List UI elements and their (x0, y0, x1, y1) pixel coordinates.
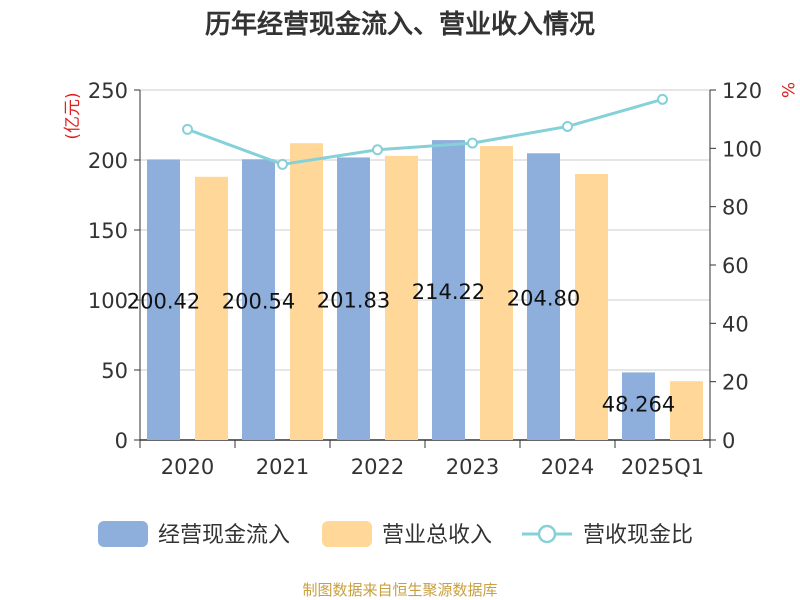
data-label: 200.54 (222, 290, 295, 314)
left-tick-label: 100 (88, 289, 128, 313)
legend-swatch-ratio-marker (537, 524, 557, 544)
bar-cash-inflow (622, 372, 655, 440)
x-tick-label: 2024 (541, 455, 594, 479)
x-tick-label: 2023 (446, 455, 499, 479)
left-tick-label: 200 (88, 149, 128, 173)
data-label: 214.22 (412, 280, 485, 304)
left-axis-unit: (亿元) (63, 92, 83, 139)
bar-revenue (385, 155, 418, 441)
line-ratio (186, 97, 663, 166)
right-axis-unit: % (777, 82, 797, 98)
bar-cash-inflow (147, 159, 180, 441)
bar-revenue (195, 176, 228, 441)
right-tick-label: 20 (722, 371, 749, 395)
x-tick-label: 2021 (256, 455, 309, 479)
line-point (657, 93, 668, 105)
bar-revenue (290, 143, 323, 440)
right-tick-label: 0 (722, 429, 735, 453)
right-tick-label: 40 (722, 312, 749, 336)
legend-label-cash-inflow: 经营现金流入 (158, 523, 290, 548)
bar-revenue (480, 146, 513, 440)
left-tick-label: 250 (88, 79, 128, 103)
right-tick-label: 60 (722, 254, 749, 278)
data-label: 48.264 (602, 392, 675, 416)
x-tick-label: 2025Q1 (621, 455, 704, 479)
data-label: 200.42 (127, 290, 200, 314)
left-tick-label: 50 (101, 359, 128, 383)
x-tick-label: 2020 (161, 455, 214, 479)
line-point (277, 158, 288, 170)
chart-title: 历年经营现金流入、营业收入情况 (205, 9, 595, 40)
data-label: 204.80 (507, 287, 580, 311)
right-tick-label: 80 (722, 196, 749, 220)
data-label: 201.83 (317, 289, 390, 313)
bar-cash-inflow (527, 153, 560, 440)
left-tick-label: 150 (88, 219, 128, 243)
line-point (182, 123, 193, 135)
left-tick-label: 0 (115, 429, 128, 453)
line-point (372, 144, 383, 156)
bar-revenue (575, 174, 608, 440)
bar-revenue (670, 381, 703, 440)
right-tick-label: 100 (722, 137, 762, 161)
source-note: 制图数据来自恒生聚源数据库 (302, 581, 497, 599)
x-tick-label: 2022 (351, 455, 404, 479)
right-tick-label: 120 (722, 79, 762, 103)
legend-swatch-cash-inflow (98, 521, 148, 547)
line-point (467, 137, 478, 149)
bar-cash-inflow (432, 140, 465, 441)
legend-label-revenue: 营业总收入 (382, 523, 492, 548)
legend-swatch-revenue (322, 521, 372, 547)
bar-cash-inflow (337, 157, 370, 441)
line-point (562, 120, 573, 132)
bar-cash-inflow (242, 159, 275, 440)
legend-label-ratio: 营收现金比 (583, 523, 693, 548)
